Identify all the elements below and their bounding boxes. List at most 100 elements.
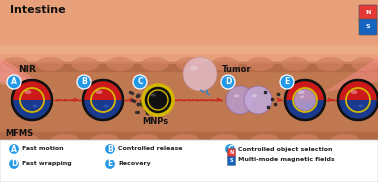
Text: N: N — [229, 151, 234, 155]
FancyBboxPatch shape — [0, 142, 378, 150]
Wedge shape — [12, 100, 32, 107]
FancyBboxPatch shape — [359, 19, 377, 35]
Ellipse shape — [131, 134, 159, 146]
Text: Multi-mode magnetic fields: Multi-mode magnetic fields — [238, 157, 335, 161]
Text: Tumor: Tumor — [222, 66, 252, 74]
FancyBboxPatch shape — [359, 5, 377, 21]
Text: NIR: NIR — [18, 66, 36, 74]
Text: Intestine: Intestine — [10, 5, 66, 15]
Ellipse shape — [350, 90, 358, 94]
Ellipse shape — [234, 94, 239, 97]
Ellipse shape — [11, 134, 39, 146]
Text: D: D — [225, 78, 231, 86]
Circle shape — [11, 79, 53, 121]
Ellipse shape — [246, 57, 274, 71]
Circle shape — [337, 79, 378, 121]
Text: Fast wrapping: Fast wrapping — [22, 161, 71, 167]
Text: D: D — [11, 159, 17, 169]
Ellipse shape — [36, 57, 64, 71]
Circle shape — [225, 143, 235, 155]
FancyBboxPatch shape — [0, 0, 378, 64]
Wedge shape — [285, 80, 325, 100]
Circle shape — [280, 75, 294, 89]
Circle shape — [8, 159, 20, 169]
Ellipse shape — [106, 57, 134, 71]
Wedge shape — [84, 100, 123, 120]
FancyBboxPatch shape — [0, 46, 378, 54]
Text: S: S — [230, 159, 233, 163]
Ellipse shape — [300, 96, 304, 98]
Ellipse shape — [91, 134, 119, 146]
Ellipse shape — [176, 57, 204, 71]
Wedge shape — [83, 80, 123, 100]
Polygon shape — [0, 62, 50, 94]
Circle shape — [104, 159, 116, 169]
Ellipse shape — [33, 104, 37, 108]
Text: Controlled object selection: Controlled object selection — [238, 147, 333, 151]
Ellipse shape — [358, 104, 364, 108]
Text: Controlled release: Controlled release — [118, 147, 183, 151]
Wedge shape — [286, 100, 325, 120]
Ellipse shape — [297, 90, 305, 94]
Ellipse shape — [351, 57, 378, 71]
Text: MFMS: MFMS — [5, 130, 33, 139]
Wedge shape — [13, 100, 52, 120]
Ellipse shape — [190, 66, 198, 70]
Ellipse shape — [305, 104, 310, 108]
Circle shape — [143, 85, 173, 115]
Ellipse shape — [150, 94, 155, 96]
Wedge shape — [338, 100, 358, 107]
Ellipse shape — [171, 134, 199, 146]
Ellipse shape — [291, 134, 319, 146]
Circle shape — [294, 89, 316, 111]
Text: A: A — [11, 78, 17, 86]
FancyBboxPatch shape — [0, 64, 378, 140]
Ellipse shape — [141, 57, 169, 71]
Ellipse shape — [71, 57, 99, 71]
Circle shape — [8, 143, 20, 155]
Text: C: C — [137, 78, 143, 86]
Ellipse shape — [96, 90, 102, 94]
Ellipse shape — [1, 57, 29, 71]
Circle shape — [133, 75, 147, 89]
Text: Recovery: Recovery — [118, 161, 151, 167]
Circle shape — [183, 57, 217, 91]
Text: E: E — [284, 78, 290, 86]
Wedge shape — [339, 100, 378, 120]
Text: E: E — [107, 159, 113, 169]
Circle shape — [221, 75, 235, 89]
Circle shape — [77, 75, 91, 89]
Ellipse shape — [281, 57, 309, 71]
Ellipse shape — [51, 134, 79, 146]
Wedge shape — [285, 100, 305, 107]
FancyBboxPatch shape — [0, 62, 378, 72]
Ellipse shape — [25, 90, 31, 94]
Text: B: B — [81, 78, 87, 86]
Polygon shape — [0, 57, 55, 92]
Text: B: B — [107, 145, 113, 153]
Text: S: S — [366, 25, 370, 29]
Circle shape — [82, 79, 124, 121]
Text: N: N — [365, 11, 371, 15]
Ellipse shape — [211, 57, 239, 71]
Text: MNPs: MNPs — [142, 118, 168, 126]
FancyBboxPatch shape — [228, 149, 235, 157]
Wedge shape — [12, 80, 52, 100]
Circle shape — [244, 86, 272, 114]
Ellipse shape — [331, 134, 359, 146]
Ellipse shape — [104, 104, 108, 108]
Text: A: A — [11, 145, 17, 153]
Polygon shape — [325, 57, 378, 92]
FancyBboxPatch shape — [0, 132, 378, 140]
FancyBboxPatch shape — [0, 140, 378, 182]
Ellipse shape — [316, 57, 344, 71]
Wedge shape — [338, 80, 378, 100]
Wedge shape — [83, 100, 103, 107]
Circle shape — [284, 79, 326, 121]
Ellipse shape — [211, 134, 239, 146]
Circle shape — [104, 143, 116, 155]
Ellipse shape — [252, 94, 257, 97]
Circle shape — [7, 75, 21, 89]
FancyBboxPatch shape — [228, 157, 235, 165]
Ellipse shape — [251, 134, 279, 146]
